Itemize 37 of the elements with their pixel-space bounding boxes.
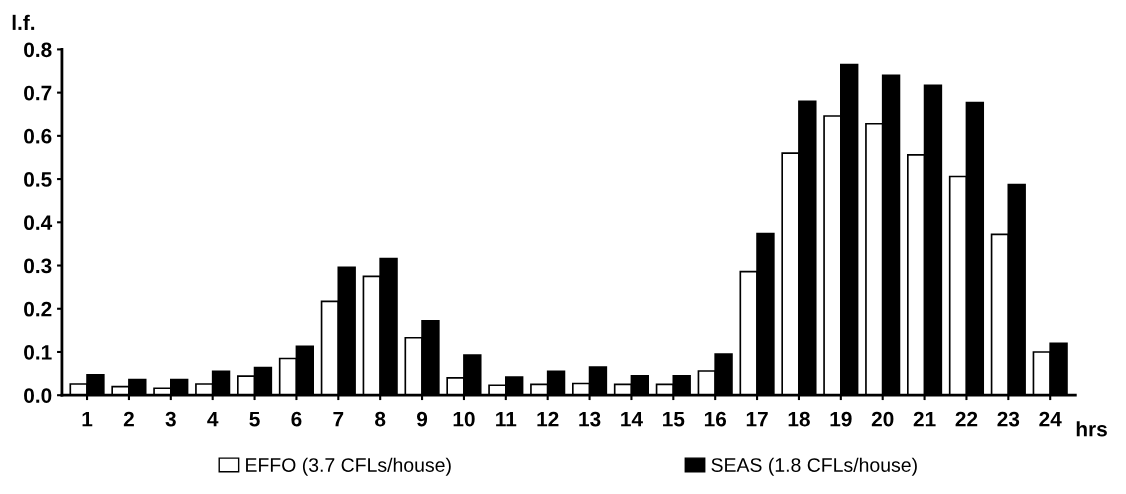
x-tick-label: 17 — [746, 411, 768, 427]
x-tick-label: 7 — [333, 411, 344, 427]
legend-label: SEAS (1.8 CFLs/house) — [711, 457, 917, 476]
x-tick-label: 15 — [663, 411, 685, 427]
x-tick-label: 22 — [955, 411, 978, 427]
y-tick-label: 0.7 — [24, 85, 52, 101]
x-tick-label: 13 — [579, 411, 601, 427]
x-tick-label: 12 — [537, 411, 559, 427]
x-tick-label: 1 — [82, 411, 93, 427]
y-tick-label: 0.2 — [24, 301, 52, 317]
y-tick-label: 0.6 — [24, 128, 52, 144]
x-tick-label: 18 — [788, 411, 810, 427]
x-tick-label: 8 — [375, 411, 386, 427]
x-tick-label: 23 — [997, 411, 1020, 427]
x-tick-label: 4 — [207, 411, 219, 427]
x-tick-label: 20 — [871, 411, 894, 427]
x-tick-label: 11 — [496, 411, 517, 427]
x-tick-label: 3 — [165, 411, 176, 427]
y-axis-title: l.f. — [12, 14, 35, 30]
x-tick-label: 21 — [913, 411, 936, 427]
y-tick-label: 0.4 — [24, 215, 53, 231]
x-tick-label: 2 — [123, 411, 134, 427]
y-tick-label: 0.5 — [24, 172, 52, 187]
x-tick-label: 10 — [453, 411, 475, 427]
y-tick-label: 0.8 — [24, 42, 52, 58]
legend-label: EFFO (3.7 CFLs/house) — [246, 457, 451, 476]
x-tick-label: 16 — [704, 411, 727, 427]
y-tick-label: 0.3 — [24, 258, 52, 274]
x-tick-label: 5 — [249, 411, 260, 427]
x-tick-label: 14 — [621, 411, 643, 427]
x-tick-label: 9 — [416, 411, 428, 427]
x-axis-title: hrs — [1076, 421, 1107, 437]
x-tick-label: 19 — [830, 411, 852, 427]
y-tick-label: 0.1 — [24, 344, 52, 360]
x-tick-label: 24 — [1039, 411, 1062, 427]
x-tick-label: 6 — [291, 411, 302, 427]
y-tick-label: 0.0 — [24, 388, 52, 403]
